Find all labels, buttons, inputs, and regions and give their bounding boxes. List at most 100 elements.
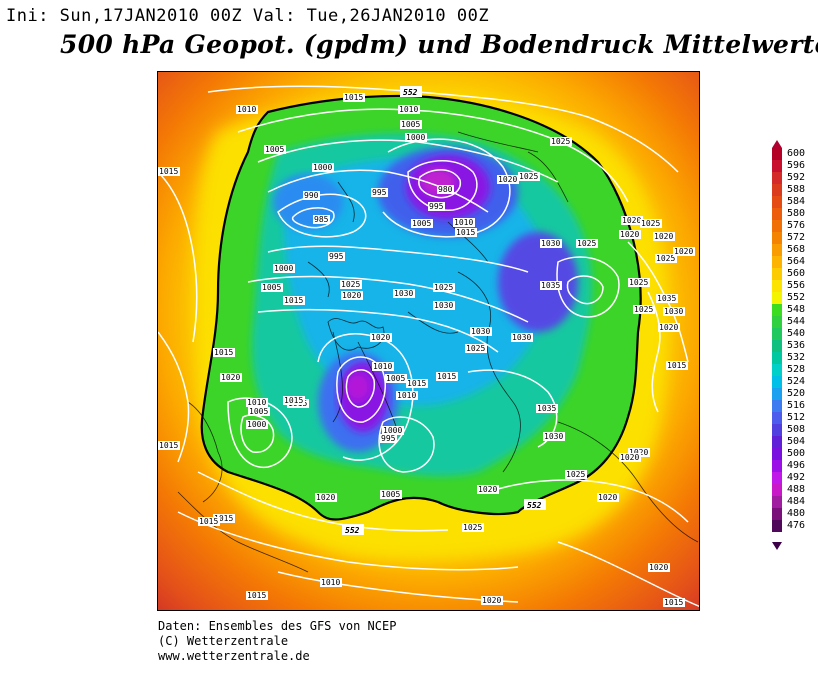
pressure-label-bg <box>543 432 565 441</box>
pressure-label: 1025 <box>656 254 675 263</box>
pressure-label: 1015 <box>437 372 456 381</box>
pressure-label: 1030 <box>434 301 453 310</box>
pressure-label: 1020 <box>371 333 390 342</box>
pressure-label: 1015 <box>284 396 303 405</box>
pressure-label-bg <box>640 219 662 228</box>
pressure-label-bg <box>462 523 484 532</box>
pressure-label: 1010 <box>454 218 473 227</box>
pressure-label: 1020 <box>620 230 639 239</box>
pressure-label-bg <box>328 252 345 261</box>
legend-swatch <box>772 208 782 220</box>
legend-arrow-top <box>772 140 782 148</box>
pressure-label-bg <box>470 327 492 336</box>
pressure-label-bg <box>653 232 675 241</box>
pressure-label: 1005 <box>249 407 268 416</box>
legend-swatch <box>772 352 782 364</box>
chart-title: 500 hPa Geopot. (gpdm) und Bodendruck Mi… <box>60 30 818 59</box>
pressure-label-bg <box>619 230 641 239</box>
legend-level-label: 476 <box>787 520 806 531</box>
legend-swatch <box>772 280 782 292</box>
pressure-label-bg <box>198 517 220 526</box>
pressure-label: 1025 <box>434 283 453 292</box>
legend-swatch <box>772 424 782 436</box>
legend-level-label: 508 <box>787 424 806 435</box>
pressure-label-bg <box>320 578 342 587</box>
pressure-label: 1035 <box>657 294 676 303</box>
pressure-label: 1015 <box>159 441 178 450</box>
legend-level-label: 520 <box>787 388 806 399</box>
pressure-label: 1030 <box>664 307 683 316</box>
pressure-label: 990 <box>304 191 319 200</box>
legend-swatch <box>772 496 782 508</box>
pressure-label-bg <box>540 239 562 248</box>
pressure-label: 1005 <box>381 490 400 499</box>
pressure-label-bg <box>246 591 268 600</box>
pressure-label: 1015 <box>199 517 218 526</box>
legend-level-label: 548 <box>787 304 806 315</box>
pressure-label-bg <box>433 283 455 292</box>
pressure-label-bg <box>283 396 305 405</box>
legend-swatch <box>772 268 782 280</box>
legend-swatch <box>772 508 782 520</box>
pressure-label-bg <box>406 379 428 388</box>
pressure-label-bg <box>372 362 394 371</box>
pressure-label-bg <box>340 280 362 289</box>
pressure-label-bg <box>656 294 678 303</box>
pressure-label: 1025 <box>463 523 482 532</box>
legend-arrow-bottom <box>772 542 782 550</box>
legend-level-label: 560 <box>787 268 806 279</box>
pressure-label: 1015 <box>456 228 475 237</box>
pressure-label: 1025 <box>577 239 596 248</box>
pressure-label-bg <box>550 137 572 146</box>
pressure-label-bg <box>633 305 655 314</box>
label-552-right: 552 <box>527 501 542 510</box>
pressure-label-bg <box>382 426 404 435</box>
legend-swatch <box>772 412 782 424</box>
pressure-label: 1020 <box>659 323 678 332</box>
legend-swatch <box>772 448 782 460</box>
legend-level-label: 572 <box>787 232 806 243</box>
pressure-label-bg <box>220 373 242 382</box>
legend-level-label: 576 <box>787 220 806 231</box>
pressure-label-bg <box>213 514 235 523</box>
legend-swatch <box>772 436 782 448</box>
color-legend: 600 596 592 588 584 580 576 572 568 564 560 556 552 5… <box>770 140 818 550</box>
pressure-label: 1025 <box>641 219 660 228</box>
pressure-label: 1005 <box>262 283 281 292</box>
credits: Daten: Ensembles des GFS von NCEP (C) We… <box>158 619 396 664</box>
pressure-label-bg <box>477 485 499 494</box>
low-east-blue <box>498 232 578 332</box>
pressure-label: 1020 <box>629 448 648 457</box>
pressure-label: 1005 <box>401 120 420 129</box>
legend-swatch <box>772 232 782 244</box>
legend-swatch <box>772 148 782 160</box>
pressure-label: 1035 <box>537 404 556 413</box>
pressure-label-bg <box>628 278 650 287</box>
pressure-label: 1015 <box>344 93 363 102</box>
init-valid-line: Ini: Sun,17JAN2010 00Z Val: Tue,26JAN201… <box>6 6 490 26</box>
pressure-label: 1010 <box>321 578 340 587</box>
legend-swatch <box>772 460 782 472</box>
legend-swatch <box>772 244 782 256</box>
pressure-label: 1020 <box>598 493 617 502</box>
legend-level-label: 488 <box>787 484 806 495</box>
legend-level-label: 480 <box>787 508 806 519</box>
pressure-label-bg <box>246 398 268 407</box>
pressure-label-bg <box>380 490 402 499</box>
pressure-label-bg <box>481 596 503 605</box>
pressure-label: 1020 <box>649 563 668 572</box>
pressure-label: 1015 <box>407 379 426 388</box>
pressure-label-bg <box>540 281 562 290</box>
label-552-top: 552 <box>403 88 418 97</box>
pressure-label: 1005 <box>412 219 431 228</box>
vortex-center-canada <box>346 373 370 401</box>
pressure-label-bg <box>655 254 677 263</box>
pressure-label-bg <box>400 120 422 129</box>
pressure-label-bg <box>246 420 268 429</box>
pressure-label-bg <box>385 374 407 383</box>
pressure-label: 1020 <box>221 373 240 382</box>
legend-swatch <box>772 220 782 232</box>
pressure-label: 1000 <box>274 264 293 273</box>
pressure-label-bg <box>371 188 388 197</box>
